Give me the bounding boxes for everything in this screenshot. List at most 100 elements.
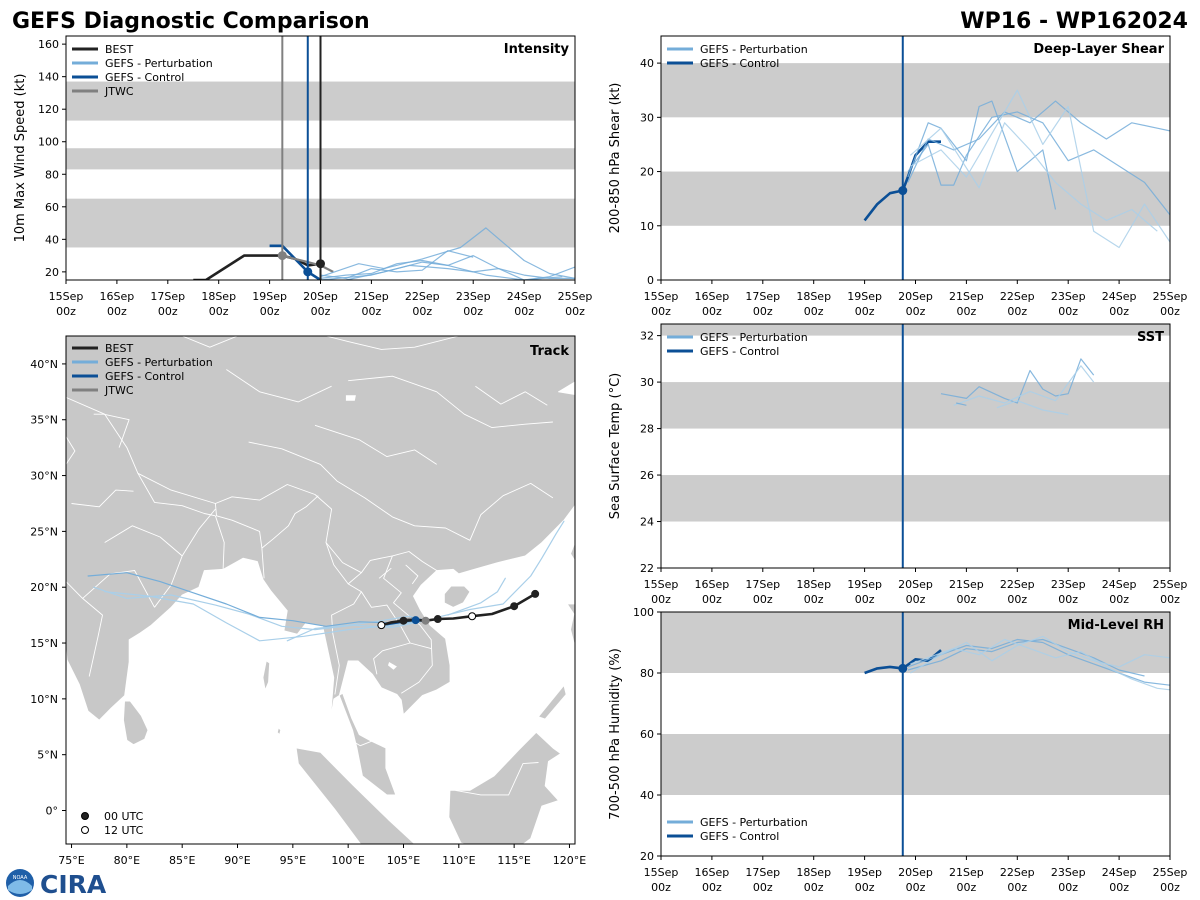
intensity-xtick-label-day: 24Sep <box>507 290 542 303</box>
rh-xtick-label-day: 19Sep <box>847 866 882 879</box>
intensity-xtick-label-hour: 00z <box>56 305 76 318</box>
rh-xtick-label-hour: 00z <box>1058 881 1078 894</box>
rh-xtick-label-day: 21Sep <box>949 866 984 879</box>
shear-xtick-label-hour: 00z <box>957 305 977 318</box>
sst-xtick-label-day: 25Sep <box>1153 578 1188 591</box>
rh-ytick-label: 100 <box>633 606 654 619</box>
track-xtick-label: 80°E <box>114 854 140 867</box>
border-line <box>261 495 319 549</box>
intensity-ytick-label: 40 <box>45 233 59 246</box>
border-line <box>455 762 539 796</box>
shear-ytick-label: 0 <box>647 274 654 287</box>
border-line <box>475 385 548 406</box>
rh-xtick-label-hour: 00z <box>1007 881 1027 894</box>
shear-ytick-label: 30 <box>640 111 654 124</box>
track-legend-label-jtwc: JTWC <box>104 384 134 397</box>
rh-plot-area <box>661 612 1170 856</box>
shear-xtick-label-day: 20Sep <box>898 290 933 303</box>
land-borneo <box>448 732 561 844</box>
rh-legend-label-perturbation: GEFS - Perturbation <box>700 816 808 829</box>
track-xtick-label: 120°E <box>553 854 586 867</box>
shear-xtick-label-day: 18Sep <box>796 290 831 303</box>
intensity-ytick-label: 160 <box>38 38 59 51</box>
shear-xtick-label-hour: 00z <box>804 305 824 318</box>
intensity-xtick-label-hour: 00z <box>311 305 331 318</box>
sst-legend-label-perturbation: GEFS - Perturbation <box>700 331 808 344</box>
border-line <box>66 436 76 465</box>
track-legend-label-perturbation: GEFS - Perturbation <box>105 356 213 369</box>
rh-band-0 <box>661 734 1170 795</box>
border-line <box>181 508 216 557</box>
track-line-perturbation_light <box>447 577 506 616</box>
rh-xtick-label-hour: 00z <box>1109 881 1129 894</box>
rh-series-perturbation-1 <box>907 638 1170 686</box>
track-line-perturbation_light <box>93 586 427 631</box>
track-axes-frame <box>65 335 576 845</box>
intensity-xtick-label-day: 23Sep <box>456 290 491 303</box>
sst-xtick-label-hour: 00z <box>906 593 926 606</box>
shear-marker-control <box>898 186 908 196</box>
sst-xtick-label-day: 23Sep <box>1051 578 1086 591</box>
rh-xtick-label-day: 24Sep <box>1102 866 1137 879</box>
border-line <box>71 489 134 508</box>
intensity-legend-label-control: GEFS - Control <box>105 71 184 84</box>
shear-xtick-label-hour: 00z <box>1007 305 1027 318</box>
sst-series-perturbation-0 <box>940 358 1095 404</box>
rh-xtick-label-hour: 00z <box>1160 881 1180 894</box>
noaa-wave-icon <box>8 880 32 894</box>
sst-xtick-label-day: 15Sep <box>644 578 679 591</box>
sst-xtick-label-day: 18Sep <box>796 578 831 591</box>
intensity-xtick-label-hour: 00z <box>209 305 229 318</box>
border-line <box>378 567 392 579</box>
sst-xtick-label-day: 20Sep <box>898 578 933 591</box>
intensity-ytick-label: 120 <box>38 103 59 116</box>
border-line <box>409 642 432 650</box>
legend-marker-00utc <box>81 812 89 820</box>
intensity-ytick-label: 140 <box>38 71 59 84</box>
rh-marker-control <box>898 663 908 673</box>
border-line <box>361 591 411 675</box>
track-xtick-label: 115°E <box>497 854 530 867</box>
border-line <box>82 570 155 608</box>
track-xtick-label: 75°E <box>58 854 84 867</box>
land-palawan <box>538 685 567 720</box>
sst-xtick-label-day: 19Sep <box>847 578 882 591</box>
border-line <box>347 572 362 585</box>
sst-series-perturbation-2 <box>956 402 967 406</box>
track-point-best <box>433 615 442 624</box>
lake-tonle-sap <box>388 662 397 670</box>
logo-group: NOAA CIRA <box>6 869 107 899</box>
rh-xtick-label-hour: 00z <box>957 881 977 894</box>
shear-panel: 0 10 20 30 40 15Sep 00z 16Sep 00z 17Sep 00z 18Sep 00… <box>608 35 1187 318</box>
intensity-legend-label-best: BEST <box>105 43 133 56</box>
intensity-xtick-label-hour: 00z <box>565 305 585 318</box>
rh-xtick-label-day: 18Sep <box>796 866 831 879</box>
border-line <box>214 515 225 570</box>
sst-band-0 <box>661 475 1170 522</box>
storm-label: WP16 - WP162024 <box>960 9 1188 34</box>
track-ytick-label: 0° <box>46 805 59 818</box>
rh-title: Mid-Level RH <box>1068 618 1164 633</box>
cira-logo-text: CIRA <box>40 870 107 899</box>
track-ytick-label: 20°N <box>30 581 58 594</box>
sst-xtick-label-hour: 00z <box>957 593 977 606</box>
track-ytick-label: 30°N <box>30 470 58 483</box>
land-hainan <box>443 585 471 608</box>
shear-legend-label-perturbation: GEFS - Perturbation <box>700 43 808 56</box>
border-line <box>137 473 216 517</box>
intensity-xtick-label-day: 22Sep <box>405 290 440 303</box>
intensity-xtick-label-hour: 00z <box>107 305 127 318</box>
track-line-perturbation_light <box>286 615 427 642</box>
border-line <box>405 564 419 585</box>
track-map-area <box>66 336 575 844</box>
track-point-best <box>468 612 477 621</box>
shear-xtick-label-day: 17Sep <box>745 290 780 303</box>
sst-band-1 <box>661 382 1170 429</box>
track-xtick-label: 105°E <box>387 854 420 867</box>
shear-series-perturbation_light-5 <box>910 122 1158 232</box>
border-line <box>93 413 130 448</box>
track-point-best <box>531 589 540 598</box>
sst-xtick-label-hour: 00z <box>1007 593 1027 606</box>
shear-band-1 <box>661 63 1170 118</box>
shear-legend-label-control: GEFS - Control <box>700 57 779 70</box>
